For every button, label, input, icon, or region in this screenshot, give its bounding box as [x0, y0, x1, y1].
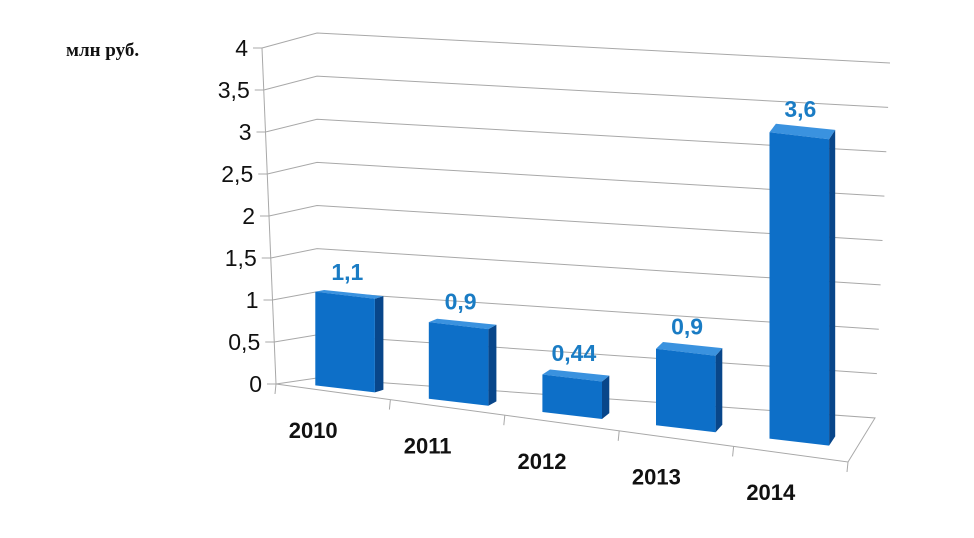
- gridline: [268, 204, 883, 241]
- y-tick-label: 0,5: [228, 329, 260, 355]
- y-tick-label: 1: [246, 287, 259, 313]
- bar-2011: [428, 322, 489, 406]
- bar-side-2010: [374, 296, 384, 393]
- y-tick-label: 1,5: [225, 245, 257, 271]
- x-tick-label-2013: 2013: [632, 465, 681, 490]
- x-tick-label-2014: 2014: [746, 480, 796, 505]
- bar-series: [315, 123, 836, 446]
- y-tick-label: 3,5: [218, 77, 250, 103]
- x-tick-mark: [503, 415, 506, 426]
- gridline: [265, 118, 887, 153]
- bar-top-2011: [428, 318, 497, 330]
- x-tick-label-2012: 2012: [518, 449, 567, 474]
- bar-side-2014: [829, 129, 836, 446]
- bar-side-2011: [488, 324, 497, 406]
- unit-label: млн руб.: [66, 40, 140, 61]
- y-tick-label: 3: [239, 119, 252, 145]
- bar-2012: [542, 374, 602, 419]
- bar-top-2013: [656, 342, 723, 356]
- y-tick-label: 2: [242, 203, 255, 229]
- gridline: [263, 75, 889, 108]
- gridline: [270, 248, 881, 286]
- x-tick-label-2010: 2010: [289, 418, 338, 443]
- bar-top-2010: [315, 290, 384, 299]
- bar-2010: [315, 291, 375, 393]
- bar-side-2012: [602, 375, 610, 419]
- bar-2014: [769, 132, 830, 446]
- y-tick-label: 0: [249, 371, 262, 397]
- gridline: [267, 161, 885, 197]
- floor-outline: [275, 377, 876, 463]
- bar-top-2014: [769, 123, 836, 140]
- data-label-2014: 3,6: [784, 96, 816, 122]
- data-label-2011: 0,9: [445, 288, 477, 314]
- bar-top-2012: [542, 369, 610, 382]
- data-label-2012: 0,44: [551, 340, 596, 366]
- x-tick-mark: [846, 461, 849, 473]
- bar-side-2013: [715, 348, 723, 433]
- x-tick-label-2011: 2011: [404, 433, 452, 458]
- data-label-2010: 1,1: [331, 259, 363, 285]
- gridline: [261, 32, 891, 64]
- bar-2013: [656, 348, 716, 433]
- data-label-2013: 0,9: [671, 313, 703, 339]
- x-tick-mark: [388, 399, 391, 410]
- x-tick-mark: [274, 383, 277, 395]
- x-tick-mark: [732, 446, 735, 457]
- y-tick-label: 4: [235, 35, 248, 61]
- x-tick-mark: [617, 430, 620, 441]
- y-tick-label: 2,5: [221, 161, 253, 187]
